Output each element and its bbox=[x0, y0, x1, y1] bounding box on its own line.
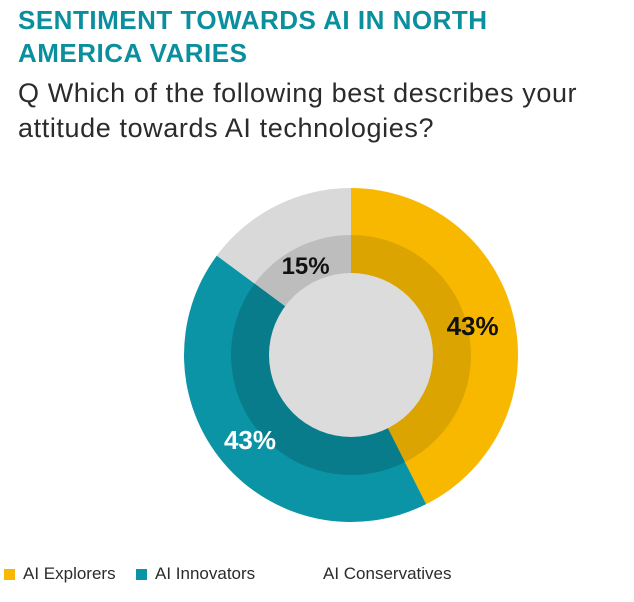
legend-swatch-explorers bbox=[4, 568, 15, 580]
chart-subtitle: Q Which of the following best describes … bbox=[18, 78, 578, 143]
chart-title: SENTIMENT TOWARDS AI IN NORTH AMERICA VA… bbox=[18, 5, 488, 68]
legend-label-explorers: AI Explorers bbox=[23, 564, 116, 583]
data-label-explorers: 43% bbox=[447, 311, 499, 341]
legend-item-explorers: AI Explorers bbox=[4, 564, 136, 584]
legend-item-innovators: AI Innovators bbox=[136, 564, 304, 584]
data-label-conservatives: 15% bbox=[282, 253, 330, 280]
legend-item-conservatives: AI Conservatives bbox=[304, 564, 452, 584]
chart-legend: AI Explorers AI Innovators AI Conservati… bbox=[0, 562, 452, 586]
data-label-innovators: 43% bbox=[224, 425, 276, 455]
legend-label-conservatives: AI Conservatives bbox=[323, 564, 452, 583]
legend-swatch-conservatives bbox=[304, 568, 315, 580]
donut-center bbox=[269, 273, 433, 437]
legend-label-innovators: AI Innovators bbox=[155, 564, 256, 583]
legend-swatch-innovators bbox=[136, 568, 147, 580]
